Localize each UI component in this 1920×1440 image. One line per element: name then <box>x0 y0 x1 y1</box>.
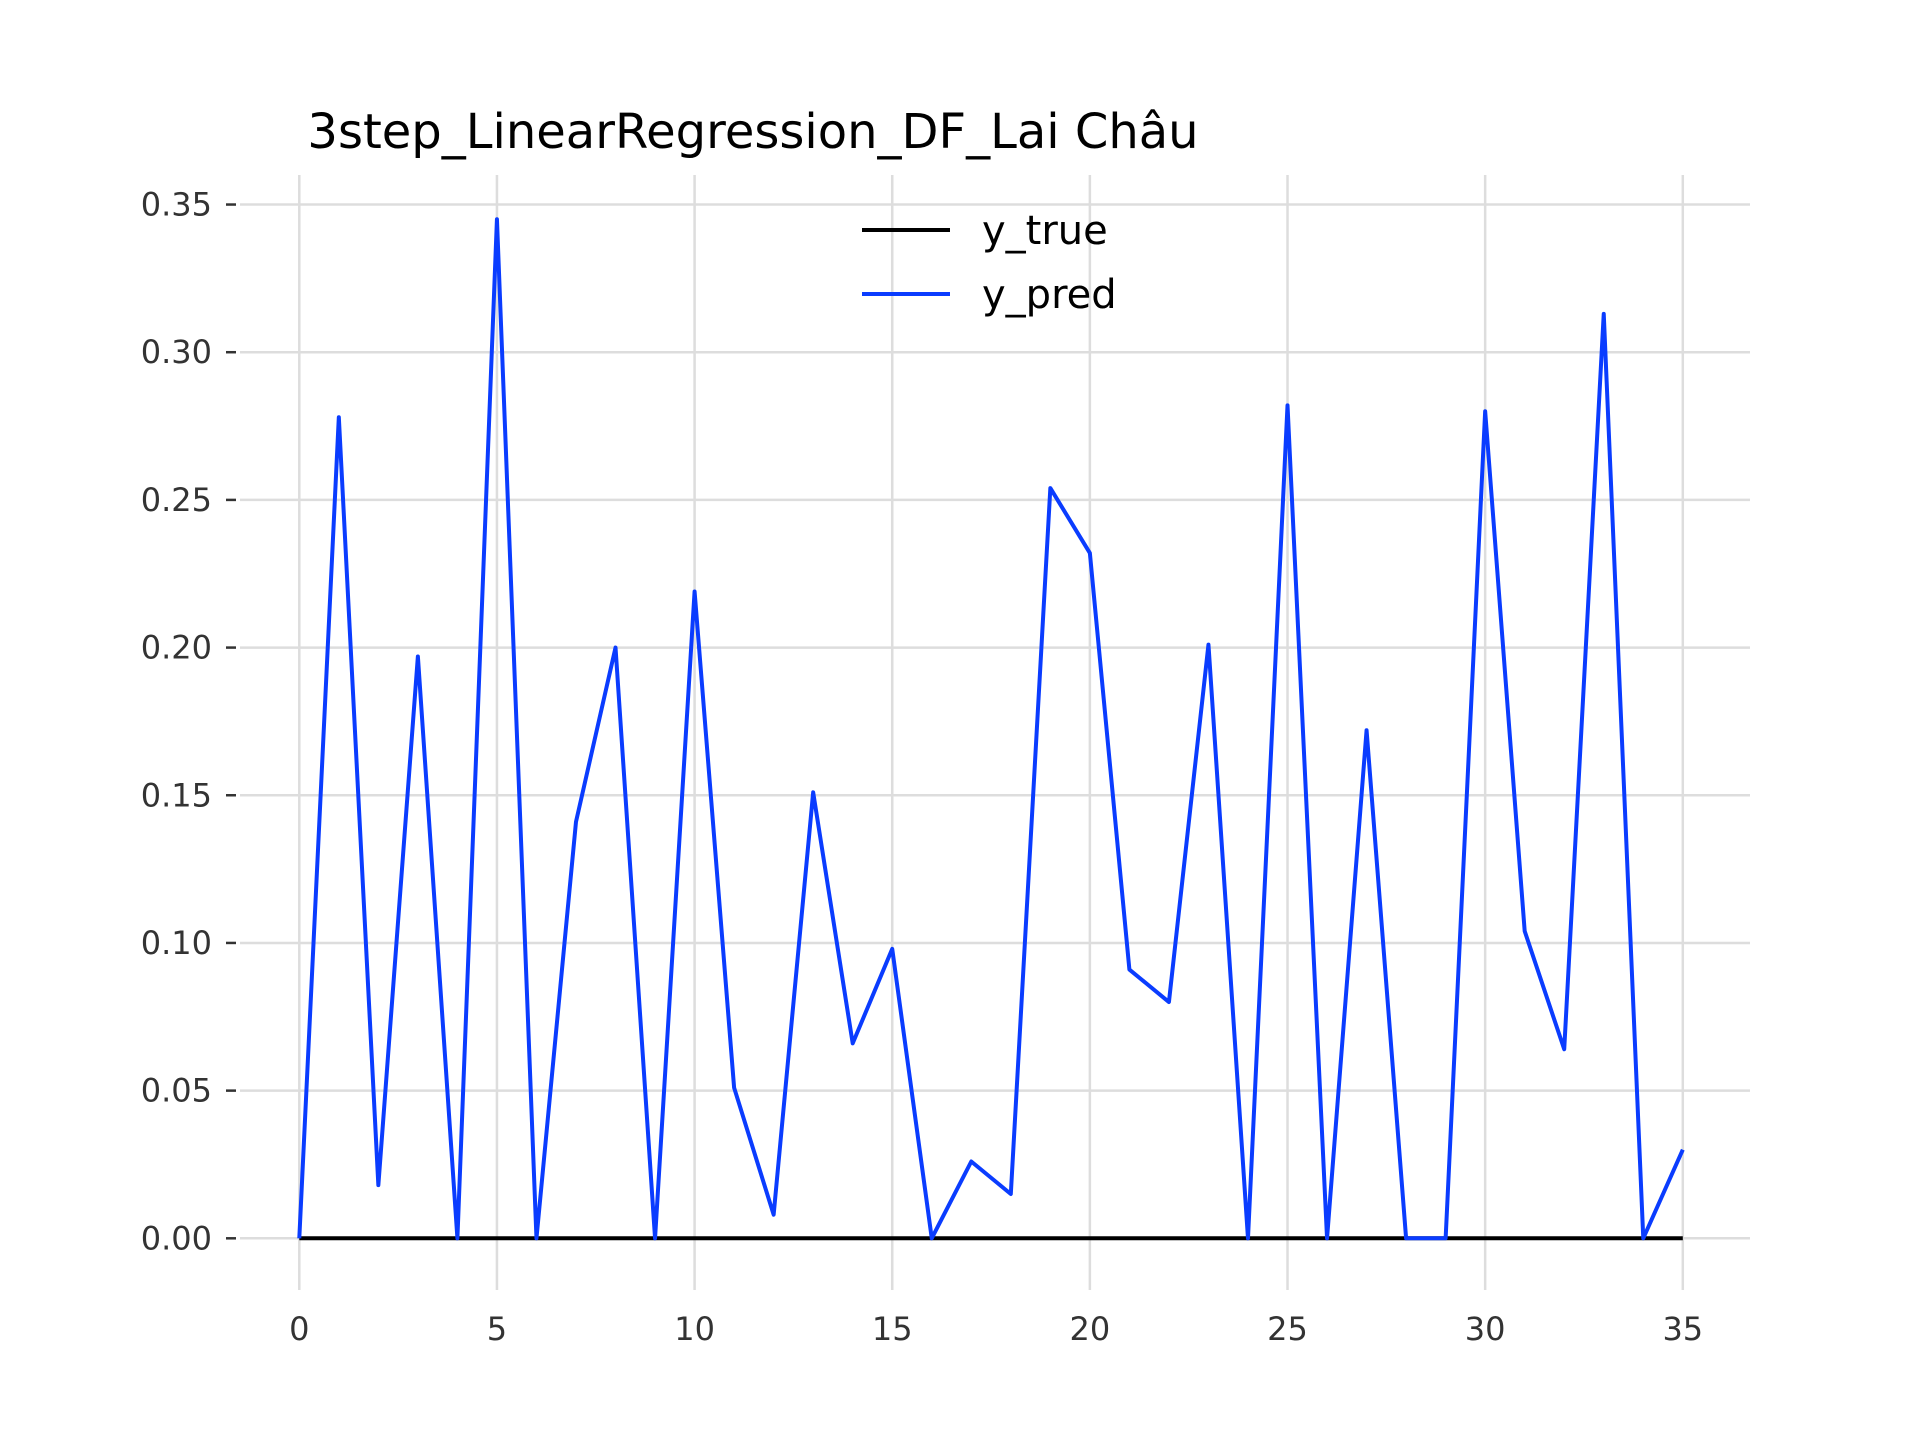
y-tick-label: 0.00 <box>141 1219 212 1257</box>
legend: y_true y_pred <box>862 208 1117 318</box>
x-tick-label: 10 <box>674 1310 715 1348</box>
y-tick-label: 0.25 <box>141 481 212 519</box>
y-tick-label: 0.20 <box>141 629 212 667</box>
y-tick-label: 0.15 <box>141 776 212 814</box>
x-tick-label: 30 <box>1465 1310 1506 1348</box>
x-tick-label: 15 <box>872 1310 913 1348</box>
legend-label: y_true <box>982 208 1108 254</box>
legend-label: y_pred <box>982 272 1117 318</box>
y-tick-label: 0.10 <box>141 924 212 962</box>
y-tick-label: 0.05 <box>141 1072 212 1110</box>
grid <box>240 175 1750 1290</box>
x-tick-label: 25 <box>1267 1310 1308 1348</box>
series-line-y-pred <box>297 217 1685 1241</box>
x-tick-label: 0 <box>289 1310 309 1348</box>
series-lines <box>297 217 1685 1241</box>
x-tick-label: 20 <box>1070 1310 1111 1348</box>
chart-title: 3step_LinearRegression_DF_Lai Châu <box>307 104 1198 160</box>
y-tick-label: 0.30 <box>141 333 212 371</box>
axis-ticks: 0 5 10 15 20 25 30 35 0.00 0.05 0.10 0.15 0.20 0.25 0.… <box>141 186 1703 1348</box>
x-tick-label: 35 <box>1662 1310 1703 1348</box>
x-tick-label: 5 <box>487 1310 507 1348</box>
y-tick-label: 0.35 <box>141 186 212 224</box>
